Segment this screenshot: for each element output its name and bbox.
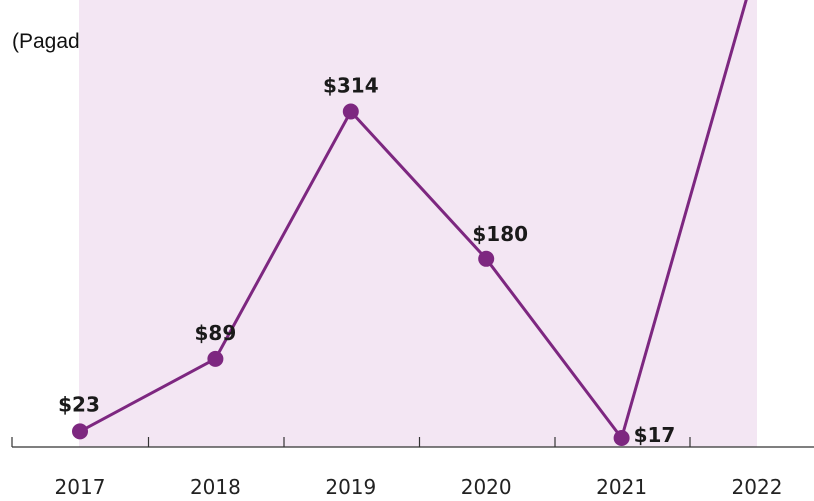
data-label-2021: $17 [634,423,676,447]
line-segment-2021-2022 [620,0,748,440]
x-tick-label-2018: 2018 [190,475,241,499]
data-point-2019 [342,103,359,120]
x-tick-label-2021: 2021 [596,475,647,499]
x-tick-label-2022: 2022 [732,475,783,499]
x-tick-label-2019: 2019 [325,475,376,499]
line-segment-2019-2020 [349,110,488,261]
x-tick-label-2017: 2017 [55,475,106,499]
x-tick-label-2020: 2020 [461,475,512,499]
data-point-2018 [207,350,224,367]
data-label-2018: $89 [195,321,237,345]
data-label-2017: $23 [58,392,100,416]
data-point-2021 [613,430,630,446]
line-segment-2020-2021 [484,257,624,440]
data-point-2017 [72,423,88,440]
line-segment-2018-2019 [213,110,353,361]
area-fill [80,0,757,447]
data-label-2019: $314 [323,74,379,98]
line-segment-2017-2018 [78,357,217,433]
data-point-2020 [478,250,495,267]
data-label-2020: $180 [472,222,528,246]
